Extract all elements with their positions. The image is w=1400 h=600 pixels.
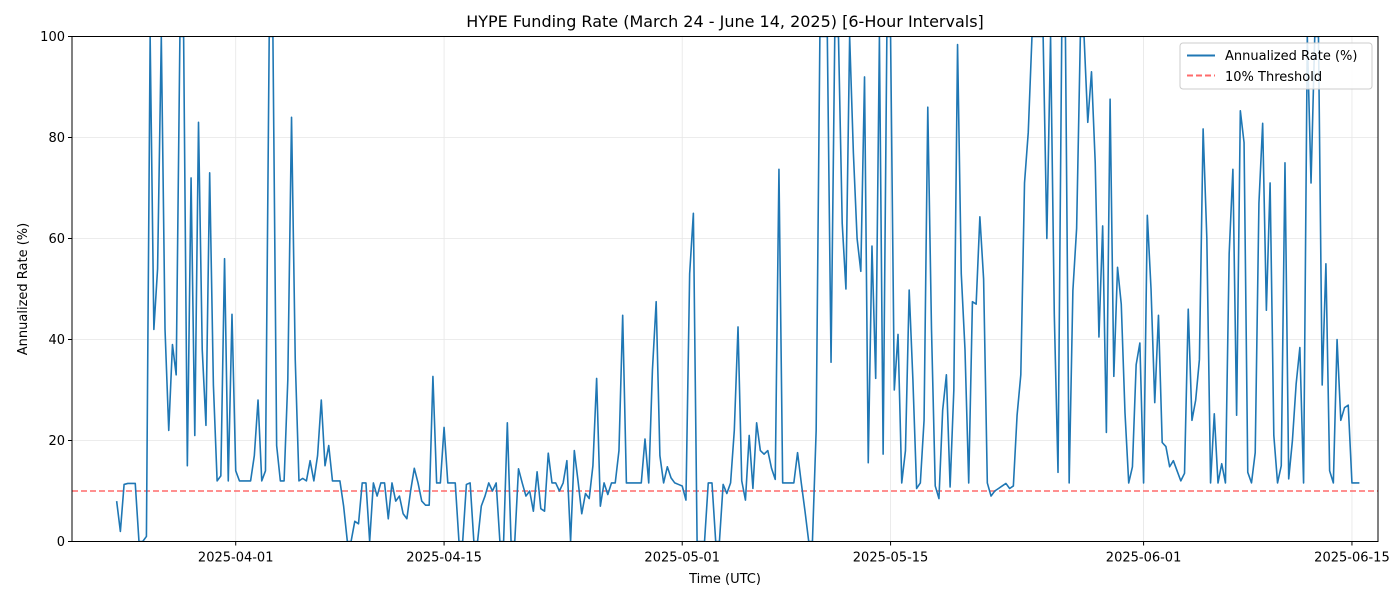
legend-box: [1179, 42, 1373, 90]
legend-series-label: Annualized Rate (%): [1225, 49, 1357, 64]
x-tick-label: 2025-06-01: [1106, 551, 1182, 566]
x-tick-label: 2025-04-01: [198, 551, 274, 566]
legend-threshold-label: 10% Threshold: [1225, 70, 1322, 85]
x-tick-label: 2025-06-15: [1314, 551, 1390, 566]
y-tick-label: 20: [48, 434, 65, 449]
series-line-annualized-rate: [115, 36, 1360, 542]
y-tick-label: 100: [40, 30, 65, 45]
chart-title: HYPE Funding Rate (March 24 - June 14, 2…: [466, 12, 984, 31]
series-layer: [115, 36, 1360, 542]
x-tick-label: 2025-04-15: [406, 551, 482, 566]
y-tick-label: 80: [48, 131, 65, 146]
axis-ticks: 0 20 40 60 80 100 2025-04-01 2025-04-15 2025-05-…: [40, 30, 1390, 566]
x-tick-label: 2025-05-01: [644, 551, 720, 566]
x-axis-label: Time (UTC): [688, 572, 761, 587]
y-tick-label: 0: [57, 535, 65, 550]
legend: Annualized Rate (%) 10% Threshold: [1179, 42, 1373, 90]
y-tick-label: 60: [48, 232, 65, 247]
y-axis-label: Annualized Rate (%): [16, 223, 31, 355]
x-tick-label: 2025-05-15: [853, 551, 929, 566]
y-tick-label: 40: [48, 333, 65, 348]
plot-frame: [71, 36, 1379, 542]
